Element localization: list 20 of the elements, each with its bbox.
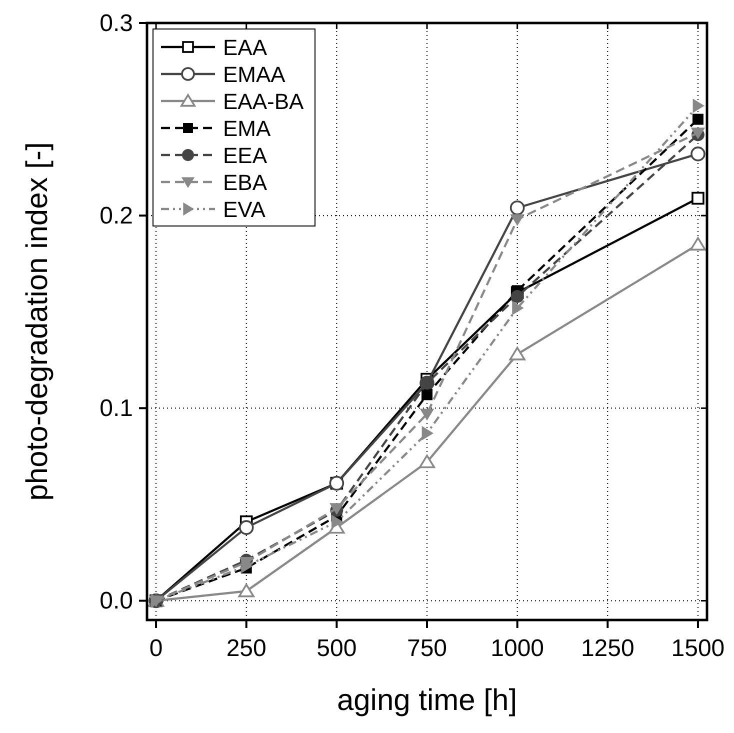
legend-label: EVA (223, 197, 266, 222)
x-tick-label: 500 (316, 635, 357, 662)
y-tick-label: 0.3 (100, 10, 133, 37)
x-tick-label: 0 (149, 635, 163, 662)
x-tick-label: 1500 (671, 635, 725, 662)
y-tick-label: 0.0 (100, 588, 133, 615)
y-axis-title: photo-degradation index [-] (21, 142, 54, 501)
x-axis-title: aging time [h] (336, 684, 518, 717)
legend-label: EAA (223, 35, 268, 60)
y-tick-label: 0.1 (100, 395, 133, 422)
legend-label: EMA (223, 116, 271, 141)
x-tick-label: 1000 (490, 635, 544, 662)
x-tick-label: 1250 (580, 635, 634, 662)
legend-label: EEA (223, 143, 268, 168)
legend-label: EMAA (223, 62, 286, 87)
x-tick-label: 750 (406, 635, 448, 662)
x-tick-label: 250 (226, 635, 266, 662)
legend-label: EAA-BA (223, 89, 304, 114)
legend-label: EBA (223, 170, 268, 195)
y-tick-label: 0.2 (100, 202, 133, 230)
